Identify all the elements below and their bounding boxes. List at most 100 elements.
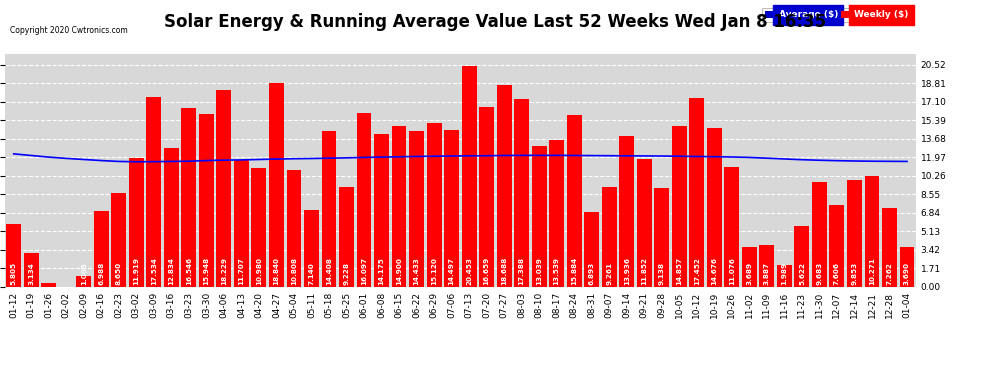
Text: 1.005: 1.005 xyxy=(81,262,87,285)
Text: 16.546: 16.546 xyxy=(186,257,192,285)
Text: 15.884: 15.884 xyxy=(571,257,577,285)
Text: 7.606: 7.606 xyxy=(834,262,840,285)
Text: 13.539: 13.539 xyxy=(553,257,559,285)
Bar xyxy=(356,113,371,287)
Text: 11.919: 11.919 xyxy=(134,257,140,285)
Text: 18.840: 18.840 xyxy=(273,257,279,285)
Bar xyxy=(304,210,319,287)
Bar xyxy=(497,85,512,287)
Bar xyxy=(234,160,248,287)
Bar xyxy=(199,114,214,287)
Text: 14.900: 14.900 xyxy=(396,257,402,285)
Bar xyxy=(742,247,756,287)
Bar xyxy=(129,158,144,287)
Legend: Average ($), Weekly ($): Average ($), Weekly ($) xyxy=(762,8,911,22)
Bar xyxy=(830,205,844,287)
Text: 8.650: 8.650 xyxy=(116,262,122,285)
Bar xyxy=(217,90,232,287)
Text: 10.980: 10.980 xyxy=(256,257,262,285)
Text: 17.388: 17.388 xyxy=(519,257,525,285)
Text: 17.452: 17.452 xyxy=(694,257,700,285)
Bar xyxy=(864,176,879,287)
Text: 13.039: 13.039 xyxy=(537,257,543,285)
Text: 6.988: 6.988 xyxy=(98,262,104,285)
Text: 7.262: 7.262 xyxy=(886,262,892,285)
Text: 14.497: 14.497 xyxy=(448,257,454,285)
Bar xyxy=(532,146,546,287)
Bar xyxy=(164,148,179,287)
Bar xyxy=(654,188,669,287)
Bar xyxy=(725,167,740,287)
Text: 16.097: 16.097 xyxy=(361,257,367,285)
Bar xyxy=(339,187,354,287)
Text: 9.228: 9.228 xyxy=(344,262,349,285)
Bar xyxy=(427,123,442,287)
Text: 14.433: 14.433 xyxy=(414,258,420,285)
Text: 1.989: 1.989 xyxy=(781,262,787,285)
Text: 5.805: 5.805 xyxy=(11,262,17,285)
Text: 15.948: 15.948 xyxy=(203,257,209,285)
Text: Copyright 2020 Cwtronics.com: Copyright 2020 Cwtronics.com xyxy=(10,26,128,35)
Text: Solar Energy & Running Average Value Last 52 Weeks Wed Jan 8 16:35: Solar Energy & Running Average Value Las… xyxy=(164,13,826,31)
Bar xyxy=(24,253,39,287)
Text: 15.120: 15.120 xyxy=(431,257,437,285)
Bar xyxy=(882,209,897,287)
Text: 5.622: 5.622 xyxy=(799,262,805,285)
Bar xyxy=(461,66,476,287)
Bar xyxy=(514,99,529,287)
Text: 10.808: 10.808 xyxy=(291,257,297,285)
Bar xyxy=(584,212,599,287)
Text: 9.138: 9.138 xyxy=(658,262,664,285)
Bar xyxy=(251,168,266,287)
Bar xyxy=(847,180,862,287)
Bar xyxy=(812,182,827,287)
Bar xyxy=(759,245,774,287)
Bar xyxy=(6,224,21,287)
Bar xyxy=(392,126,407,287)
Bar xyxy=(777,266,792,287)
Bar xyxy=(181,108,196,287)
Bar xyxy=(409,131,424,287)
Text: 14.408: 14.408 xyxy=(326,257,332,285)
Text: 14.857: 14.857 xyxy=(676,257,682,285)
Text: 14.676: 14.676 xyxy=(712,257,718,285)
Text: 20.453: 20.453 xyxy=(466,257,472,285)
Text: 7.140: 7.140 xyxy=(309,262,315,285)
Bar xyxy=(111,194,127,287)
Bar xyxy=(637,159,651,287)
Bar xyxy=(549,141,564,287)
Bar xyxy=(566,115,582,287)
Bar xyxy=(94,211,109,287)
Bar xyxy=(147,97,161,287)
Bar xyxy=(445,130,459,287)
Text: 16.659: 16.659 xyxy=(484,257,490,285)
Bar xyxy=(286,170,301,287)
Bar xyxy=(620,136,635,287)
Text: 3.887: 3.887 xyxy=(764,262,770,285)
Text: 3.689: 3.689 xyxy=(746,262,752,285)
Bar xyxy=(672,126,687,287)
Text: 18.229: 18.229 xyxy=(221,257,227,285)
Text: 9.261: 9.261 xyxy=(606,262,612,285)
Bar xyxy=(602,187,617,287)
Text: 9.683: 9.683 xyxy=(817,262,823,285)
Bar xyxy=(374,134,389,287)
Bar xyxy=(900,247,915,287)
Bar xyxy=(479,107,494,287)
Bar xyxy=(794,226,810,287)
Bar xyxy=(707,128,722,287)
Bar xyxy=(322,131,337,287)
Text: 9.853: 9.853 xyxy=(851,262,857,285)
Bar xyxy=(42,283,56,287)
Text: 17.534: 17.534 xyxy=(150,257,156,285)
Bar xyxy=(76,276,91,287)
Bar xyxy=(269,83,284,287)
Text: 13.936: 13.936 xyxy=(624,257,630,285)
Text: 3.690: 3.690 xyxy=(904,262,910,285)
Text: 6.893: 6.893 xyxy=(589,262,595,285)
Bar xyxy=(689,98,704,287)
Text: 14.175: 14.175 xyxy=(378,257,384,285)
Text: 12.834: 12.834 xyxy=(168,257,174,285)
Text: 11.707: 11.707 xyxy=(239,258,245,285)
Text: 10.271: 10.271 xyxy=(869,258,875,285)
